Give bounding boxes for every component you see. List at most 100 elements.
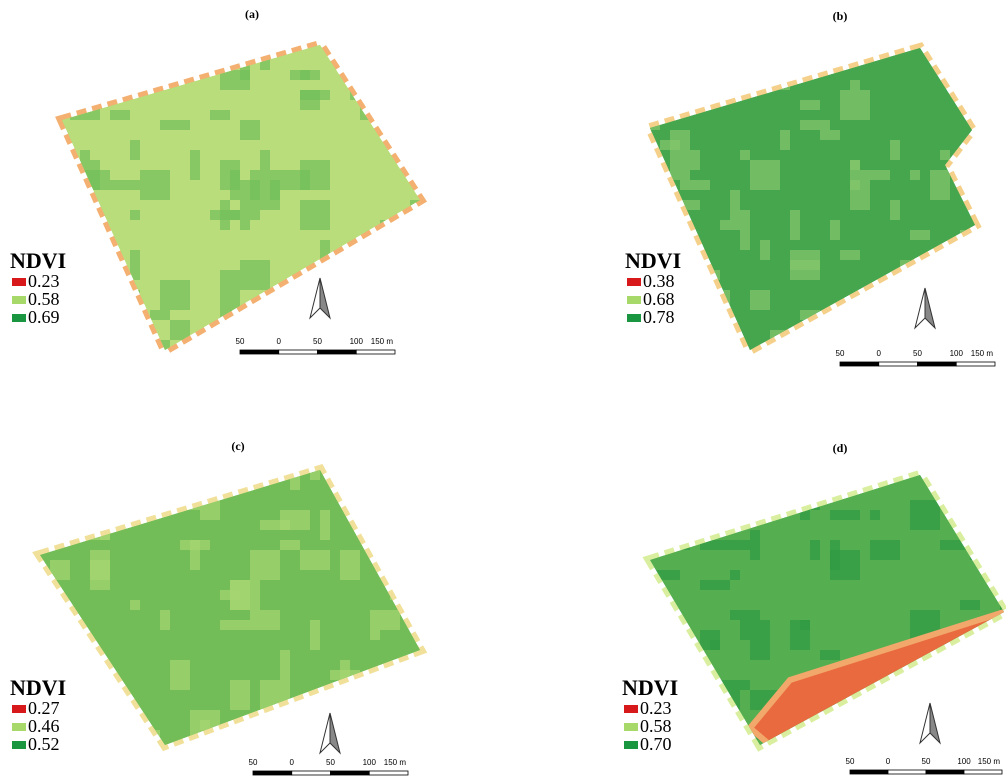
pixel-patch [130, 600, 140, 610]
pixel-patch [880, 730, 890, 750]
pixel-patch [110, 110, 130, 120]
legend-entry: 0.68 [643, 289, 675, 309]
pixel-patch [970, 680, 980, 690]
pixel-patch [400, 550, 430, 570]
pixel-patch [680, 90, 690, 100]
pixel-patch [690, 50, 720, 80]
pixel-patch [710, 640, 720, 650]
pixel-patch [220, 70, 250, 90]
pixel-patch [690, 270, 720, 280]
pixel-patch [740, 620, 770, 640]
scale-label: 150 m [978, 757, 1001, 766]
pixel-patch [240, 120, 260, 140]
scale-label: 50 [922, 757, 931, 766]
pixel-patch [320, 510, 330, 540]
pixel-patch [960, 290, 990, 300]
pixel-patch [340, 480, 360, 490]
scale-label: 50 [313, 337, 322, 346]
pixel-patch [700, 50, 730, 80]
scale-segment [356, 350, 395, 354]
pixel-patch [310, 470, 320, 480]
pixel-patch [80, 150, 90, 160]
pixel-patch [790, 620, 810, 650]
pixel-patch [730, 190, 740, 210]
scale-segment [318, 350, 357, 354]
pixel-patch [260, 680, 290, 710]
scale-label: 100 [363, 758, 377, 767]
pixel-patch [780, 130, 790, 150]
pixel-patch [370, 610, 400, 630]
scale-label: 50 [326, 758, 335, 767]
pixel-patch [130, 250, 140, 280]
pixel-patch [810, 730, 830, 740]
pixel-patch [970, 530, 1000, 560]
panel-label: (b) [833, 9, 848, 23]
pixel-patch [930, 270, 950, 300]
pixel-patch [690, 150, 700, 170]
pixel-patch [790, 210, 800, 240]
legend-swatch [624, 741, 638, 749]
pixel-patch [970, 690, 980, 710]
pixel-patch [240, 180, 270, 210]
pixel-patch [190, 150, 200, 180]
pixel-patch [680, 680, 710, 690]
map-panel: (c)NDVI0.270.460.5250050100150 m [10, 439, 440, 775]
legend-entry: 0.69 [28, 307, 60, 327]
pixel-patch [170, 320, 190, 340]
pixel-patch [730, 330, 740, 360]
pixel-patch [290, 470, 300, 490]
scale-label: 0 [877, 349, 882, 358]
pixel-patch [870, 510, 880, 520]
pixel-patch [250, 610, 280, 630]
scale-label: 100 [950, 349, 964, 358]
pixel-patch [260, 520, 290, 530]
pixel-patch [290, 70, 310, 80]
pixel-patch [70, 510, 80, 530]
pixel-patch [390, 310, 420, 330]
legend-swatch [12, 278, 26, 286]
pixel-patch [990, 500, 1006, 530]
pixel-patch [890, 200, 900, 220]
scale-segment [964, 770, 1002, 774]
pixel-patch [750, 640, 770, 660]
pixel-patch [300, 160, 330, 190]
pixel-patch [750, 290, 770, 310]
pixel-patch [70, 90, 100, 120]
pixel-patch [260, 150, 270, 180]
pixel-patch [830, 550, 860, 580]
pixel-patch [760, 240, 770, 260]
scale-segment [850, 770, 888, 774]
scale-label: 100 [350, 337, 364, 346]
field-texture [62, 45, 420, 380]
pixel-patch [800, 100, 820, 110]
pixel-patch [90, 310, 100, 320]
pixel-patch [160, 610, 170, 630]
pixel-patch [870, 540, 900, 560]
pixel-patch [910, 170, 920, 180]
scale-label: 50 [836, 349, 845, 358]
pixel-patch [740, 220, 750, 250]
legend-swatch [12, 741, 26, 749]
pixel-patch [280, 540, 300, 550]
pixel-patch [300, 90, 330, 100]
scale-segment [926, 770, 964, 774]
north-arrow [930, 703, 940, 743]
pixel-patch [890, 140, 900, 160]
pixel-patch [220, 270, 240, 300]
legend-title: NDVI [622, 675, 678, 700]
pixel-patch [360, 680, 390, 700]
pixel-patch [230, 210, 260, 220]
pixel-patch [930, 170, 950, 200]
pixel-patch [50, 560, 70, 580]
legend-swatch [12, 296, 26, 304]
scale-segment [879, 362, 918, 366]
scale-label: 0 [290, 758, 295, 767]
pixel-patch [180, 50, 190, 80]
pixel-patch [910, 500, 940, 530]
pixel-patch [410, 470, 420, 490]
pixel-patch [820, 740, 850, 750]
legend-swatch [12, 314, 26, 322]
scale-segment [956, 362, 995, 366]
pixel-patch [410, 490, 440, 500]
